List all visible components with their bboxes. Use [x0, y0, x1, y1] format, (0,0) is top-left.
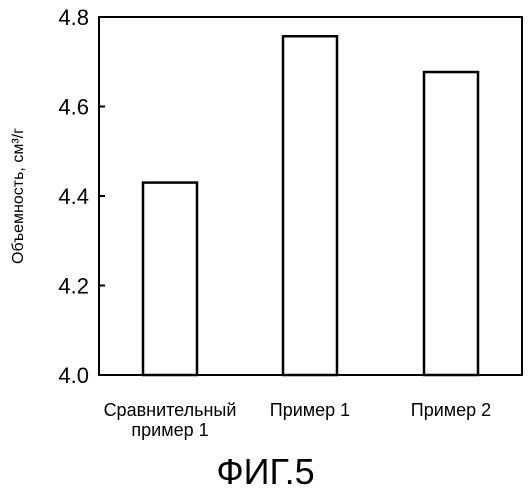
x-tick-label: Пример 2 [411, 400, 491, 420]
x-tick-label: Сравнительныйпример 1 [104, 400, 237, 440]
y-tick-label: 4.6 [58, 95, 89, 120]
figure-caption: ФИГ.5 [0, 452, 531, 492]
y-axis-label: Объемность, см³/г [10, 128, 27, 264]
y-tick-label: 4.4 [58, 184, 89, 209]
bar-1 [143, 183, 197, 375]
x-tick-label: Пример 1 [270, 400, 350, 420]
bars-layer [143, 36, 478, 375]
y-tick-label: 4.0 [58, 363, 89, 388]
bar-3 [424, 72, 478, 375]
bar-2 [283, 36, 337, 375]
y-tick-label: 4.2 [58, 274, 89, 299]
y-tick-label: 4.8 [58, 5, 89, 30]
